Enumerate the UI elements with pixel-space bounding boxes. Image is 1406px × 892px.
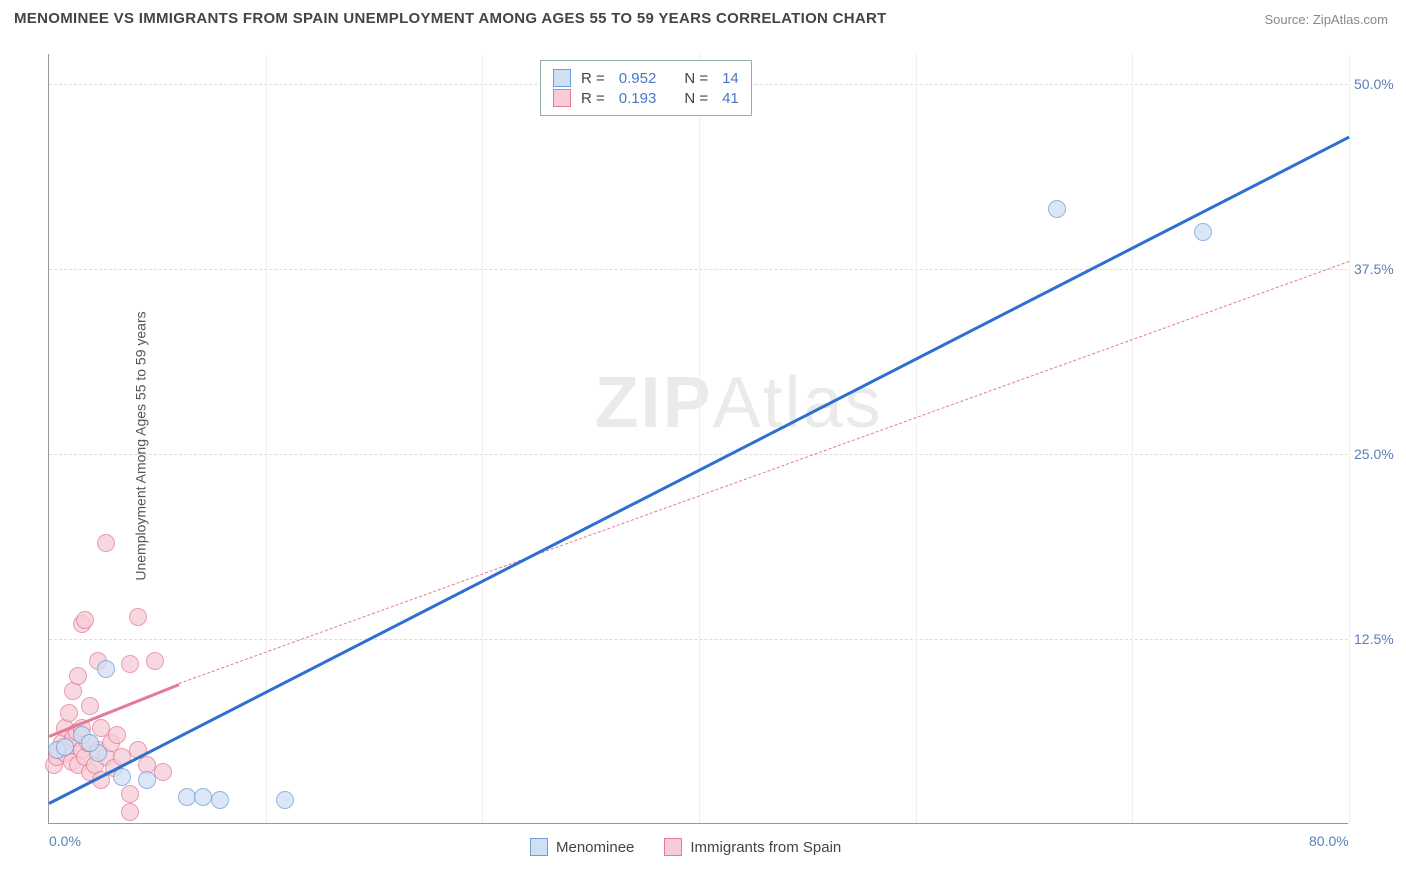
watermark: ZIPAtlas [595,362,883,444]
data-point-spain [97,534,115,552]
scatter-plot-area: ZIPAtlas 12.5%25.0%37.5%50.0%0.0%80.0% [48,54,1348,824]
r-value: 0.952 [619,70,657,87]
y-tick-label: 25.0% [1354,446,1394,462]
data-point-menominee [211,791,229,809]
gridline-v [482,54,483,823]
gridline-v [266,54,267,823]
series-legend: Menominee Immigrants from Spain [530,838,841,856]
data-point-menominee [138,771,156,789]
stats-legend-row: R = 0.952 N = 14 [553,69,739,87]
data-point-spain [146,652,164,670]
data-point-spain [76,611,94,629]
y-tick-label: 50.0% [1354,76,1394,92]
x-tick-label: 0.0% [49,833,81,849]
source-name: ZipAtlas.com [1313,12,1388,27]
n-value: 14 [722,70,739,87]
source-attribution: Source: ZipAtlas.com [1264,12,1388,27]
n-label: N = [684,70,708,87]
r-label: R = [581,70,605,87]
data-point-spain [60,704,78,722]
series-legend-item: Menominee [530,838,634,856]
chart-title: MENOMINEE VS IMMIGRANTS FROM SPAIN UNEMP… [14,10,887,27]
watermark-atlas: Atlas [713,363,883,443]
data-point-menominee [1194,223,1212,241]
data-point-spain [108,726,126,744]
gridline-v [916,54,917,823]
data-point-spain [81,697,99,715]
x-tick-label: 80.0% [1309,833,1349,849]
data-point-spain [121,803,139,821]
data-point-menominee [194,788,212,806]
correlation-stats-legend: R = 0.952 N = 14 R = 0.193 N = 41 [540,60,752,116]
legend-swatch [553,69,571,87]
data-point-spain [154,763,172,781]
legend-swatch [530,838,548,856]
watermark-zip: ZIP [595,363,713,443]
trendline-dashed [179,261,1349,684]
gridline-v [1349,54,1350,823]
data-point-spain [129,608,147,626]
gridline-v [1132,54,1133,823]
legend-swatch [553,89,571,107]
n-label: N = [684,90,708,107]
series-legend-label: Menominee [556,839,634,856]
series-legend-label: Immigrants from Spain [690,839,841,856]
y-tick-label: 37.5% [1354,261,1394,277]
data-point-menominee [56,738,74,756]
source-prefix: Source: [1264,12,1312,27]
data-point-menominee [81,734,99,752]
stats-legend-row: R = 0.193 N = 41 [553,89,739,107]
gridline-v [699,54,700,823]
n-value: 41 [722,90,739,107]
data-point-menominee [1048,200,1066,218]
data-point-menominee [276,791,294,809]
data-point-spain [69,667,87,685]
r-label: R = [581,90,605,107]
r-value: 0.193 [619,90,657,107]
y-tick-label: 12.5% [1354,631,1394,647]
data-point-menominee [97,660,115,678]
data-point-spain [121,655,139,673]
data-point-spain [121,785,139,803]
legend-swatch [664,838,682,856]
series-legend-item: Immigrants from Spain [664,838,841,856]
